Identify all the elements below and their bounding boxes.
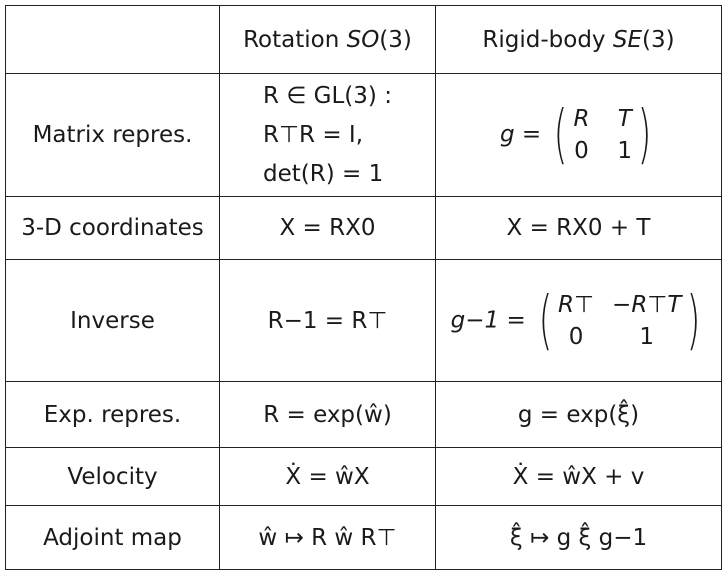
- matrix-entries: R⊤ −R⊤T 0 1: [558, 290, 681, 352]
- rotation-cell: R ∈ GL(3) : R⊤R = I, det(R) = 1: [219, 73, 436, 197]
- right-paren: ): [637, 98, 652, 172]
- header-empty-cell: [5, 5, 220, 74]
- matrix-entry: 0: [568, 323, 584, 350]
- matrix-entry: 0: [574, 138, 589, 164]
- header-rotation-arg: (3): [379, 26, 412, 53]
- rotation-cell: Ẋ = ŵX: [219, 447, 436, 506]
- condition-line: R ∈ GL(3) :: [263, 82, 392, 109]
- right-paren: ): [687, 283, 701, 358]
- rotation-cell: X = RX0: [219, 196, 436, 260]
- row-velocity: Velocity Ẋ = ŵX Ẋ = ŵX + v: [5, 447, 722, 506]
- matrix-entry: 1: [639, 323, 655, 350]
- header-rotation: Rotation SO(3): [219, 5, 436, 74]
- matrix-entry: T: [617, 106, 632, 132]
- matrix-lhs: g =: [499, 121, 542, 148]
- matrix-entry: 1: [617, 138, 633, 164]
- rigid-body-cell: g = exp(ξ̂): [435, 381, 722, 448]
- row-adjoint-map: Adjoint map ŵ ↦ R ŵ R⊤ ξ̂ ↦ g ξ̂ g−1: [5, 505, 722, 570]
- row-label: 3-D coordinates: [5, 196, 220, 260]
- matrix-entries: R T 0 1: [573, 104, 632, 166]
- row-label: Velocity: [5, 447, 220, 506]
- rigid-body-cell: X = RX0 + T: [435, 196, 722, 260]
- header-row: Rotation SO(3) Rigid-body SE(3): [5, 5, 722, 74]
- row-inverse: Inverse R−1 = R⊤ g−1 = ( R⊤ −R⊤T 0 1 ): [5, 259, 722, 382]
- row-label: Adjoint map: [5, 505, 220, 570]
- row-3d-coordinates: 3-D coordinates X = RX0 X = RX0 + T: [5, 196, 722, 260]
- header-rigid-arg: (3): [642, 26, 675, 53]
- row-label: Matrix repres.: [5, 73, 220, 197]
- rigid-body-cell: g−1 = ( R⊤ −R⊤T 0 1 ): [435, 259, 722, 382]
- rigid-body-cell: Ẋ = ŵX + v: [435, 447, 722, 506]
- header-rigid-body: Rigid-body SE(3): [435, 5, 722, 74]
- header-rotation-text: Rotation: [243, 26, 347, 53]
- header-rigid-group: SE: [612, 26, 642, 53]
- matrix-entry: −R⊤T: [612, 291, 682, 318]
- rotation-cell: R = exp(ŵ): [219, 381, 436, 448]
- condition-line: R⊤R = I,: [263, 121, 364, 148]
- matrix-lhs: g−1 =: [450, 307, 526, 333]
- header-rotation-group: SO: [346, 26, 380, 53]
- row-matrix-repres: Matrix repres. R ∈ GL(3) : R⊤R = I, det(…: [5, 73, 722, 197]
- header-rigid-text: Rigid-body: [482, 26, 613, 53]
- rigid-body-cell: g = ( R T 0 1 ): [435, 73, 722, 197]
- rigid-body-cell: ξ̂ ↦ g ξ̂ g−1: [435, 505, 722, 570]
- matrix: ( R T 0 1 ): [548, 103, 657, 167]
- lie-group-table: Rotation SO(3) Rigid-body SE(3) Matrix r…: [5, 5, 722, 570]
- row-label: Inverse: [5, 259, 220, 382]
- left-paren: (: [554, 98, 568, 172]
- rotation-matrix-conditions: R ∈ GL(3) : R⊤R = I, det(R) = 1: [263, 77, 392, 194]
- row-exp-repres: Exp. repres. R = exp(ŵ) g = exp(ξ̂): [5, 381, 722, 448]
- rotation-cell: ŵ ↦ R ŵ R⊤: [219, 505, 436, 570]
- rotation-cell: R−1 = R⊤: [219, 259, 436, 382]
- left-paren: (: [538, 283, 553, 358]
- row-label: Exp. repres.: [5, 381, 220, 448]
- matrix: ( R⊤ −R⊤T 0 1 ): [533, 289, 706, 353]
- condition-line: det(R) = 1: [263, 160, 384, 187]
- matrix-entry: R: [573, 106, 590, 132]
- matrix-entry: R⊤: [558, 291, 595, 318]
